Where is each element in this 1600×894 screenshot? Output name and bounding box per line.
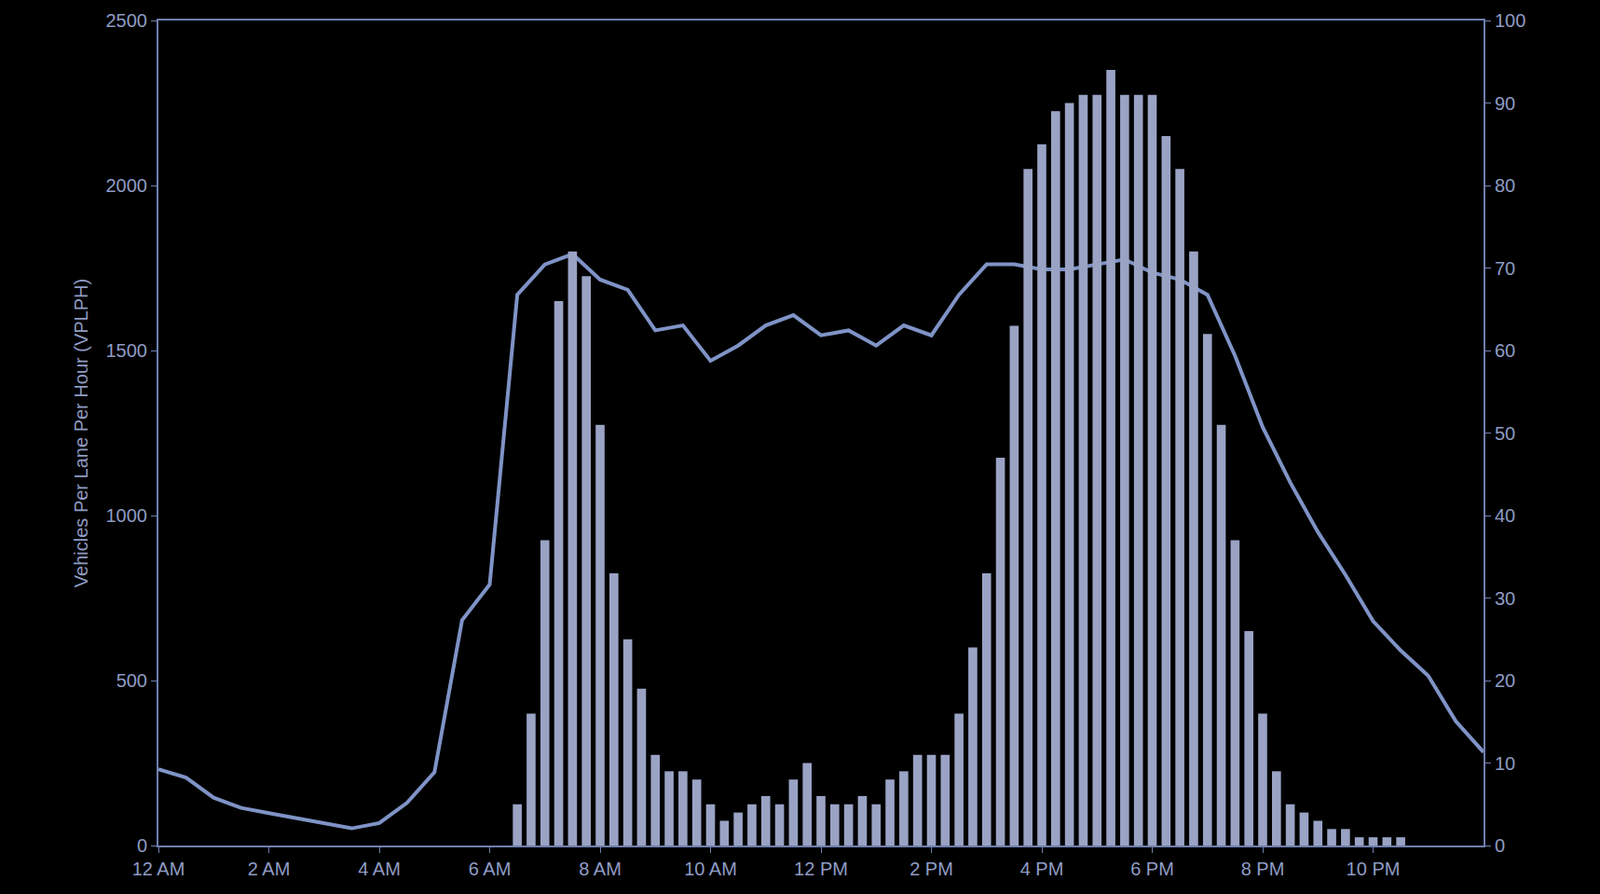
svg-text:500: 500 [116, 670, 148, 691]
svg-text:4 PM: 4 PM [1020, 858, 1065, 879]
svg-text:6 PM: 6 PM [1130, 858, 1175, 879]
svg-text:2 PM: 2 PM [909, 858, 954, 879]
svg-text:1000: 1000 [106, 505, 149, 526]
svg-text:1500: 1500 [106, 340, 149, 361]
svg-text:20: 20 [1494, 670, 1516, 691]
svg-text:12 AM: 12 AM [132, 858, 186, 879]
svg-text:60: 60 [1494, 340, 1516, 361]
svg-text:50: 50 [1494, 423, 1516, 444]
svg-text:70: 70 [1494, 258, 1516, 279]
svg-text:4 AM: 4 AM [357, 858, 401, 879]
svg-text:40: 40 [1494, 505, 1516, 526]
svg-text:8 PM: 8 PM [1241, 858, 1286, 879]
svg-text:80: 80 [1494, 175, 1516, 196]
svg-text:8 AM: 8 AM [578, 858, 622, 879]
svg-text:10 PM: 10 PM [1346, 858, 1401, 879]
svg-text:6 AM: 6 AM [468, 858, 512, 879]
svg-text:2 AM: 2 AM [247, 858, 291, 879]
svg-text:30: 30 [1494, 588, 1516, 609]
svg-text:10 AM: 10 AM [683, 858, 738, 879]
svg-text:0: 0 [1494, 834, 1505, 856]
svg-text:100: 100 [1494, 10, 1526, 31]
svg-text:12 PM: 12 PM [793, 858, 848, 879]
svg-text:90: 90 [1494, 93, 1516, 114]
svg-text:10: 10 [1494, 752, 1516, 774]
svg-text:0: 0 [136, 834, 148, 856]
svg-text:2500: 2500 [106, 10, 149, 31]
svg-text:Vehicles Per Lane Per Hour (VP: Vehicles Per Lane Per Hour (VPLPH) [70, 278, 92, 588]
svg-text:2000: 2000 [106, 175, 149, 196]
